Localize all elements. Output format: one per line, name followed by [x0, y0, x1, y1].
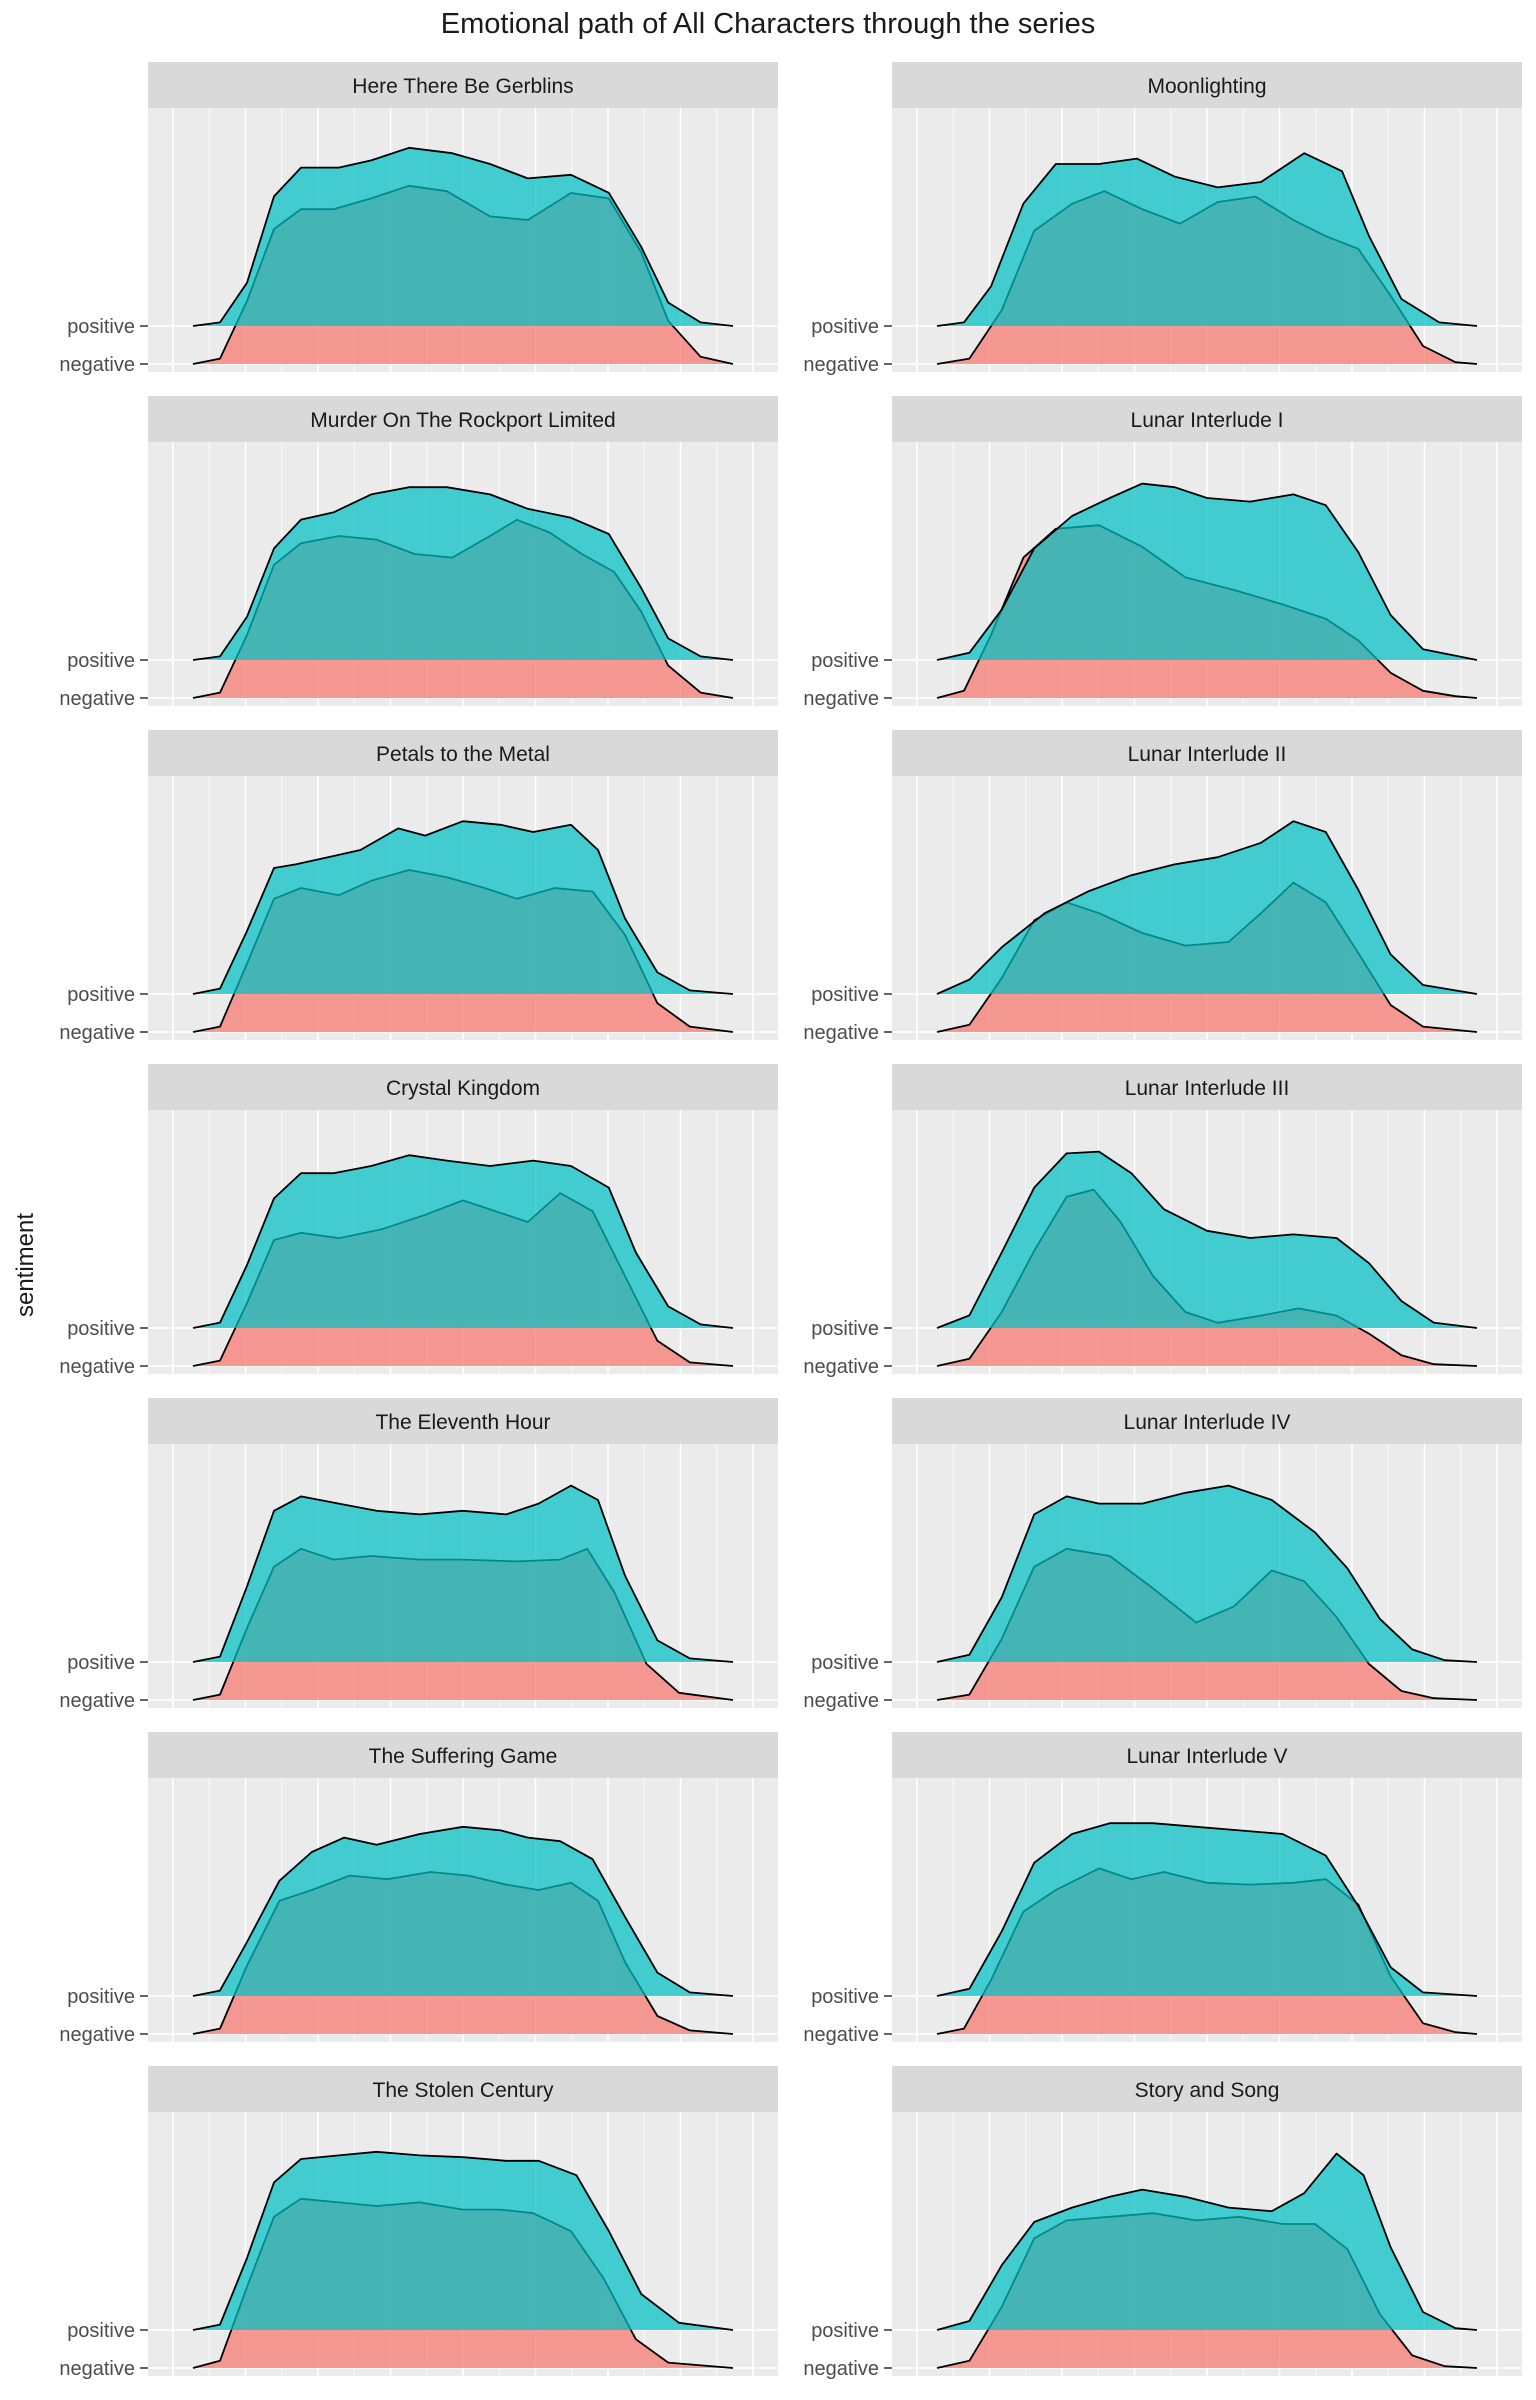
- positive-ridge-outline: [192, 146, 734, 327]
- positive-ridge-outline: [192, 486, 734, 661]
- facet-title: Moonlighting: [1147, 75, 1266, 98]
- positive-ridge-fill: [937, 821, 1477, 994]
- facet-title: Lunar Interlude I: [1131, 409, 1284, 432]
- facet-strip: [148, 2066, 778, 2112]
- y-tick-label: positive: [811, 650, 879, 672]
- chart-title: Emotional path of All Characters through…: [440, 8, 1096, 40]
- y-tick-label: negative: [59, 354, 135, 376]
- facet-title: The Stolen Century: [373, 2079, 554, 2102]
- y-tick-label: positive: [811, 984, 879, 1006]
- facet-panel: The Eleventh Hour positive negative: [59, 1398, 778, 1712]
- facet-panel: Lunar Interlude III positive negative: [803, 1064, 1522, 1378]
- y-tick-label: positive: [67, 1986, 135, 2008]
- facet-strip: [892, 1398, 1522, 1444]
- facet-strip: [892, 730, 1522, 776]
- y-tick-label: positive: [67, 650, 135, 672]
- facet-panel: The Stolen Century positive negative: [59, 2066, 778, 2380]
- y-tick-label: positive: [811, 316, 879, 338]
- positive-ridge-outline: [936, 2152, 1478, 2331]
- facet-title: Story and Song: [1135, 2079, 1280, 2102]
- positive-ridge-outline: [936, 152, 1478, 327]
- facet-strip: [148, 1064, 778, 1110]
- y-tick-label: negative: [803, 1022, 879, 1044]
- facet-strip: [148, 396, 778, 442]
- facet-title: Lunar Interlude IV: [1124, 1411, 1291, 1434]
- facet-strip: [892, 396, 1522, 442]
- positive-ridge-fill: [937, 483, 1477, 660]
- y-tick-label: negative: [803, 2024, 879, 2046]
- y-tick-label: negative: [59, 1356, 135, 1378]
- facet-strip: [892, 1732, 1522, 1778]
- positive-ridge-fill: [193, 2151, 733, 2330]
- facet-strip: [148, 1398, 778, 1444]
- positive-ridge-outline: [936, 1150, 1478, 1329]
- facet-strip: [148, 730, 778, 776]
- positive-ridge-outline: [936, 1484, 1478, 1663]
- y-tick-label: negative: [59, 2024, 135, 2046]
- y-tick-label: negative: [59, 2358, 135, 2380]
- y-tick-label: negative: [803, 1356, 879, 1378]
- y-tick-label: negative: [59, 1022, 135, 1044]
- positive-ridge-fill: [193, 821, 733, 994]
- y-tick-label: negative: [59, 1690, 135, 1712]
- y-tick-label: positive: [811, 2320, 879, 2342]
- y-tick-label: negative: [803, 2358, 879, 2380]
- facet-strip: [892, 1064, 1522, 1110]
- y-tick-label: positive: [67, 1318, 135, 1340]
- positive-ridge-outline: [192, 820, 734, 995]
- facet-panel: Crystal Kingdom positive negative: [59, 1064, 778, 1378]
- y-tick-label: positive: [67, 316, 135, 338]
- y-tick-label: negative: [803, 1690, 879, 1712]
- facet-strip: [148, 1732, 778, 1778]
- y-tick-label: positive: [67, 2320, 135, 2342]
- facet-panel: Lunar Interlude I positive negative: [803, 396, 1522, 710]
- positive-ridge-fill: [937, 153, 1477, 326]
- y-tick-label: negative: [803, 688, 879, 710]
- y-tick-label: positive: [67, 1652, 135, 1674]
- facet-title: Lunar Interlude II: [1128, 743, 1287, 766]
- facet-panel: Lunar Interlude II positive negative: [803, 730, 1522, 1044]
- facet-title: Petals to the Metal: [376, 743, 550, 766]
- facet-strip: [892, 62, 1522, 108]
- positive-ridge-fill: [193, 1485, 733, 1662]
- facet-panel: Petals to the Metal positive negative: [59, 730, 778, 1044]
- facet-panel: Story and Song positive negative: [803, 2066, 1522, 2380]
- positive-ridge-outline: [936, 1822, 1478, 1997]
- facet-title: Crystal Kingdom: [386, 1077, 540, 1100]
- positive-ridge-fill: [937, 1151, 1477, 1328]
- facet-panel: Here There Be Gerblins positive negative: [59, 62, 778, 376]
- positive-ridge-outline: [192, 1484, 734, 1663]
- positive-ridge-fill: [193, 487, 733, 660]
- positive-ridge-fill: [937, 1485, 1477, 1662]
- facet-title: Lunar Interlude V: [1126, 1745, 1287, 1768]
- positive-ridge-fill: [193, 147, 733, 326]
- facet-panel: Lunar Interlude IV positive negative: [803, 1398, 1522, 1712]
- positive-ridge-outline: [192, 1825, 734, 1997]
- y-tick-label: positive: [67, 984, 135, 1006]
- facet-title: The Suffering Game: [369, 1745, 558, 1768]
- facet-panel: Moonlighting positive negative: [803, 62, 1522, 376]
- y-tick-label: negative: [59, 688, 135, 710]
- positive-ridge-outline: [192, 1154, 734, 1329]
- facet-title: Here There Be Gerblins: [352, 75, 573, 98]
- facet-title: Murder On The Rockport Limited: [310, 409, 615, 432]
- positive-ridge-fill: [937, 2153, 1477, 2330]
- y-tick-label: positive: [811, 1652, 879, 1674]
- facet-strip: [148, 62, 778, 108]
- y-tick-label: positive: [811, 1318, 879, 1340]
- y-tick-label: positive: [811, 1986, 879, 2008]
- facet-panel: The Suffering Game positive negative: [59, 1732, 778, 2046]
- y-tick-label: negative: [803, 354, 879, 376]
- positive-ridge-outline: [936, 820, 1478, 995]
- positive-ridge-outline: [192, 2150, 734, 2331]
- positive-ridge-fill: [937, 1823, 1477, 1996]
- facet-panel: Lunar Interlude V positive negative: [803, 1732, 1522, 2046]
- facet-panel: Murder On The Rockport Limited positive ne…: [59, 396, 778, 710]
- facet-title: The Eleventh Hour: [375, 1411, 550, 1434]
- facet-title: Lunar Interlude III: [1125, 1077, 1290, 1100]
- facet-strip: [892, 2066, 1522, 2112]
- positive-ridge-fill: [193, 1155, 733, 1328]
- positive-ridge-outline: [936, 482, 1478, 661]
